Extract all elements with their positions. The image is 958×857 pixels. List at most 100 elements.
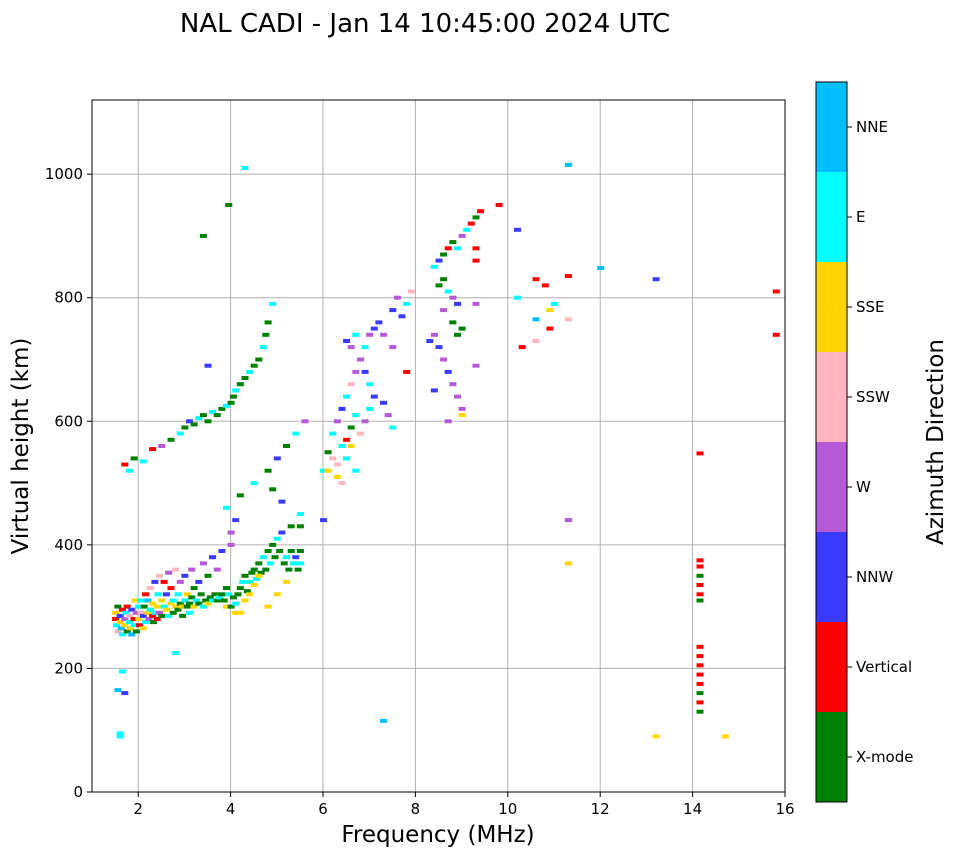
data-point	[162, 592, 170, 597]
data-point	[160, 579, 168, 584]
data-point	[209, 410, 217, 414]
data-point	[136, 623, 144, 628]
data-point	[518, 345, 526, 350]
data-point	[202, 598, 210, 603]
data-point	[564, 317, 572, 322]
data-point	[188, 595, 196, 600]
data-point	[454, 246, 461, 251]
data-point	[116, 613, 124, 618]
data-point	[294, 567, 302, 572]
data-point	[296, 561, 304, 566]
data-point	[229, 394, 237, 399]
data-point	[696, 691, 704, 696]
colorbar-segment	[816, 352, 847, 442]
data-point	[296, 524, 304, 529]
data-point	[119, 632, 126, 637]
data-point	[216, 595, 224, 600]
data-point	[329, 456, 337, 461]
data-point	[541, 283, 549, 288]
data-point	[142, 620, 150, 625]
data-point	[696, 663, 704, 668]
data-point	[132, 629, 140, 634]
data-point	[333, 474, 341, 479]
data-point	[223, 403, 230, 408]
data-point	[167, 437, 175, 442]
data-point	[206, 595, 214, 600]
data-point	[389, 345, 397, 350]
data-point	[204, 601, 212, 606]
colorbar-tick-label: SSW	[856, 388, 890, 406]
data-point	[192, 598, 200, 603]
data-point	[223, 505, 230, 510]
data-point	[333, 419, 341, 424]
data-point	[430, 388, 438, 393]
data-point	[407, 289, 415, 294]
data-point	[153, 604, 161, 609]
data-point	[696, 564, 704, 569]
data-point	[338, 406, 346, 411]
x-tick-label: 12	[591, 800, 610, 818]
data-point	[236, 493, 244, 498]
data-point	[145, 617, 153, 621]
data-point	[696, 654, 704, 659]
data-point	[551, 301, 558, 306]
data-point	[130, 623, 138, 628]
data-point	[135, 604, 143, 609]
data-point	[278, 530, 286, 535]
data-point	[162, 607, 170, 612]
data-point	[165, 613, 173, 618]
data-point	[324, 450, 332, 455]
data-point	[123, 604, 131, 609]
data-point	[149, 447, 157, 452]
data-point	[126, 626, 134, 631]
data-point	[114, 629, 122, 634]
data-point	[223, 604, 230, 609]
data-point	[181, 598, 189, 603]
data-point	[262, 567, 270, 572]
data-point	[338, 481, 346, 486]
data-point	[564, 162, 572, 167]
data-point	[458, 406, 466, 411]
data-point	[199, 561, 207, 566]
data-point	[126, 613, 133, 618]
data-point	[696, 583, 704, 587]
data-point	[430, 332, 438, 337]
data-point	[253, 576, 260, 581]
data-point	[199, 413, 207, 418]
data-point	[280, 561, 288, 566]
x-axis-label: Frequency (MHz)	[341, 822, 534, 848]
data-point	[112, 610, 120, 615]
colorbar-tick-label: NNW	[856, 568, 893, 586]
data-point	[204, 363, 212, 368]
data-point	[449, 320, 457, 325]
data-point	[389, 425, 397, 430]
data-point	[259, 345, 267, 350]
data-point	[183, 604, 191, 609]
data-point	[176, 601, 184, 606]
data-point	[283, 555, 290, 560]
data-point	[472, 363, 480, 368]
data-point	[292, 431, 300, 436]
axis-ticks: 2 4 6 8 10 12 14 16 0 200 400 600 800 1000	[45, 165, 795, 818]
data-point	[426, 339, 434, 343]
data-point	[132, 610, 140, 615]
data-point	[116, 731, 124, 736]
data-point	[142, 592, 150, 597]
data-point	[186, 601, 193, 606]
data-point	[188, 567, 196, 572]
data-point	[338, 444, 346, 448]
data-point	[696, 598, 704, 603]
data-point	[343, 339, 351, 343]
colorbar-segment	[816, 172, 847, 262]
y-tick-label: 800	[54, 289, 83, 307]
data-point	[283, 444, 290, 448]
data-point	[347, 425, 355, 430]
data-point	[546, 326, 554, 331]
data-point	[137, 610, 145, 615]
y-axis-label: Virtual height (km)	[8, 338, 34, 555]
data-point	[292, 555, 300, 560]
data-point	[123, 629, 131, 634]
data-point	[116, 620, 124, 625]
data-point	[696, 451, 704, 456]
data-point	[172, 604, 180, 609]
